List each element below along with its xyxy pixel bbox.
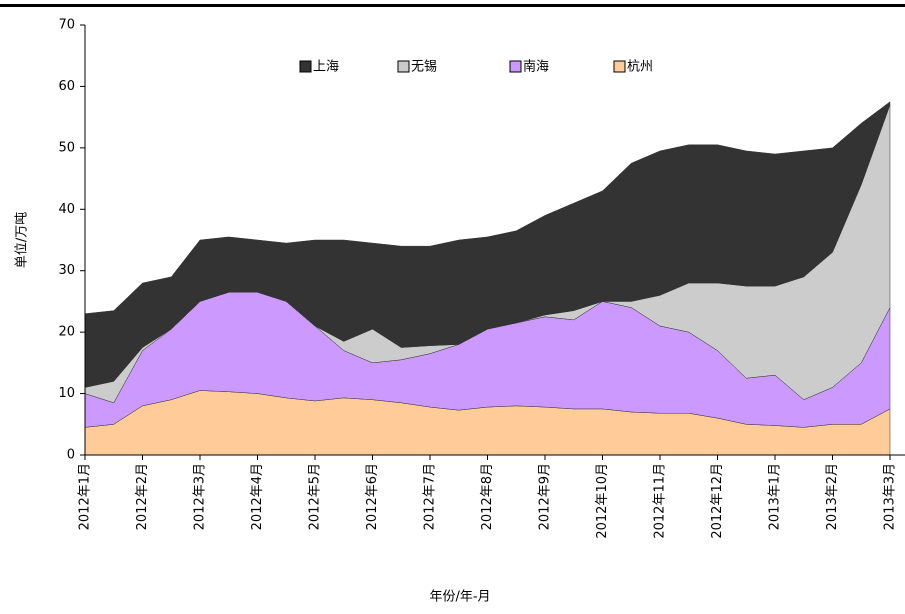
x-tick-label: 2013年1月 xyxy=(768,463,783,530)
legend-swatch xyxy=(509,60,522,73)
y-tick-label: 0 xyxy=(67,448,75,463)
legend-swatch xyxy=(299,60,312,73)
x-tick-label: 2012年10月 xyxy=(595,463,610,539)
x-tick-label: 2012年12月 xyxy=(710,463,725,539)
x-tick-label: 2012年11月 xyxy=(653,463,668,539)
x-axis-title: 年份/年-月 xyxy=(429,590,490,605)
y-tick-label: 60 xyxy=(58,79,75,94)
legend-label: 无锡 xyxy=(411,60,437,75)
y-tick-label: 50 xyxy=(58,140,75,155)
legend-label: 上海 xyxy=(313,60,339,75)
x-tick-label: 2012年2月 xyxy=(135,463,150,530)
x-tick-label: 2013年3月 xyxy=(883,463,898,530)
x-tick-label: 2013年2月 xyxy=(825,463,840,530)
x-tick-label: 2012年5月 xyxy=(308,463,323,530)
legend-swatch xyxy=(613,60,626,73)
x-tick-label: 2012年3月 xyxy=(193,463,208,530)
x-tick-label: 2012年4月 xyxy=(250,463,265,530)
x-tick-label: 2012年8月 xyxy=(480,463,495,530)
y-tick-label: 70 xyxy=(58,18,75,33)
legend-label: 南海 xyxy=(523,59,549,75)
x-tick-label: 2012年9月 xyxy=(538,463,553,530)
x-tick-label: 2012年7月 xyxy=(423,463,438,530)
y-tick-label: 30 xyxy=(58,263,75,278)
x-tick-label: 2012年1月 xyxy=(78,463,93,530)
y-tick-label: 40 xyxy=(58,202,75,217)
y-tick-label: 10 xyxy=(58,386,75,401)
legend-label: 杭州 xyxy=(627,60,653,75)
legend-swatch xyxy=(397,60,410,73)
area xyxy=(84,101,891,388)
y-tick-label: 20 xyxy=(58,325,75,340)
x-tick-label: 2012年6月 xyxy=(365,463,380,530)
top-border xyxy=(0,4,905,7)
y-axis-title: 单位/万吨 xyxy=(15,212,30,268)
